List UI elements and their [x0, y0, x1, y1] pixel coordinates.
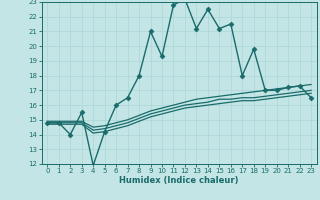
X-axis label: Humidex (Indice chaleur): Humidex (Indice chaleur) [119, 176, 239, 185]
